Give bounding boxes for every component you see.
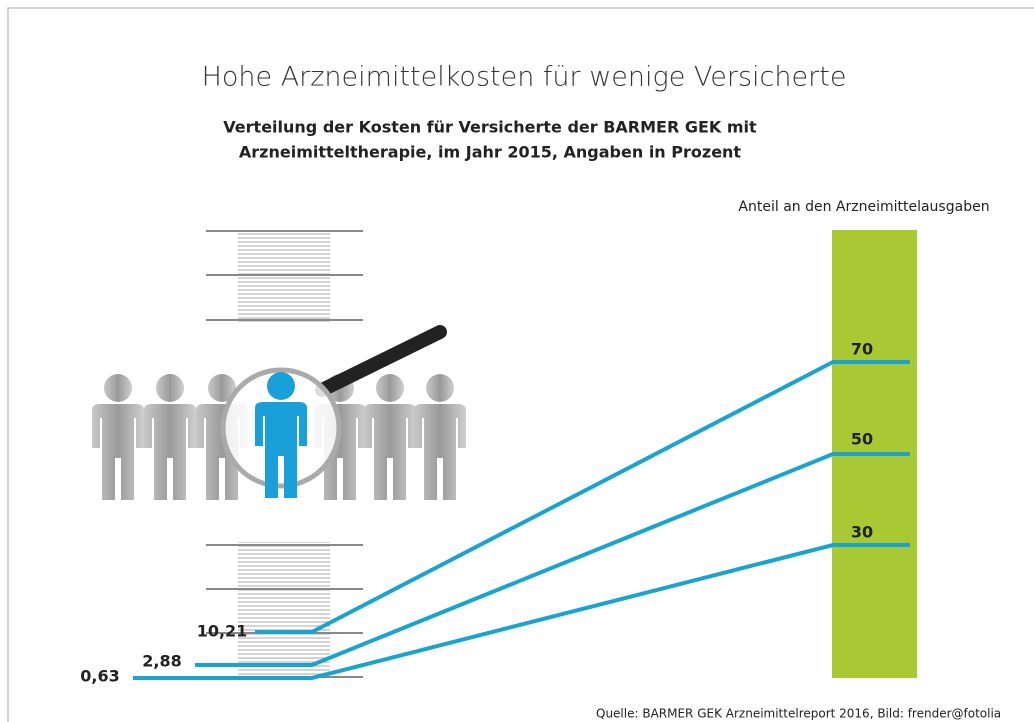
title: Hohe Arzneimittelkosten für wenige Versi… [202, 62, 847, 93]
subtitle: Verteilung der Kosten für Versicherte de… [223, 118, 757, 137]
right-label: Anteil an den Arzneimittelausgaben [738, 199, 989, 215]
infographic: Hohe Arzneimittelkosten für wenige Versi… [0, 0, 1034, 722]
right-value: 50 [851, 430, 873, 449]
subtitle: Arzneimitteltherapie, im Jahr 2015, Anga… [239, 143, 742, 162]
left-value: 0,63 [80, 667, 119, 686]
left-value: 10,21 [197, 622, 248, 641]
source: Quelle: BARMER GEK Arzneimittelreport 20… [596, 707, 1001, 721]
left-value: 2,88 [142, 652, 181, 671]
right-value: 30 [851, 523, 873, 542]
right-value: 70 [851, 340, 873, 359]
